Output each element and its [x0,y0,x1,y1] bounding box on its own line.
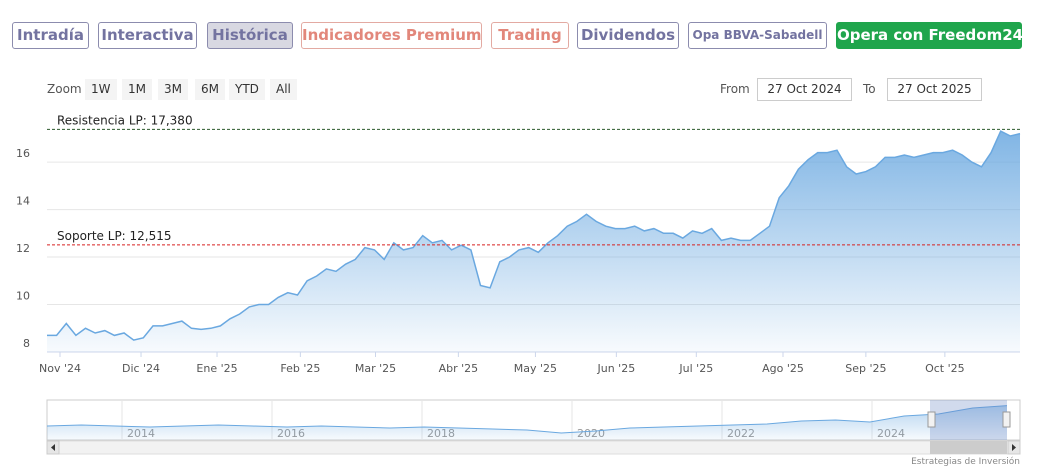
x-tick-label: Dic '24 [122,362,160,375]
credits: Estrategias de Inversión [911,456,1020,467]
x-tick-label: Jun '25 [596,362,635,375]
navigator-handle[interactable] [927,411,936,428]
x-tick-label: Nov '24 [39,362,81,375]
from-label: From [720,82,750,96]
tab[interactable]: Dividendos [577,22,679,49]
tab-selected[interactable]: Histórica [207,22,293,49]
from-input[interactable]: 27 Oct 2024 [757,78,852,101]
area-fill [47,131,1020,352]
x-tick-label: Abr '25 [439,362,479,375]
navigator-line [46,405,1008,434]
x-tick-label: Sep '25 [845,362,886,375]
zoom-button[interactable]: 1W [85,79,117,100]
y-tick-label: 8 [23,337,30,350]
zoom-button[interactable]: All [270,79,297,100]
tab-promo[interactable]: Opera con Freedom24 [836,22,1023,49]
arrow-icon [51,444,55,451]
zoom-label: Zoom [47,82,82,96]
y-tick-label: 12 [16,242,30,255]
price-line [47,130,1021,341]
zoom-button[interactable]: 1M [122,79,152,100]
x-tick-label: May '25 [514,362,557,375]
y-tick-label: 10 [16,290,30,303]
x-tick-label: Mar '25 [355,362,396,375]
x-tick-label: Oct '25 [925,362,965,375]
tab[interactable]: Opa BBVA-Sabadell [688,22,827,49]
tab[interactable]: Intradía [12,22,89,49]
scrollbar-track[interactable] [46,440,1021,455]
scrollbar-thumb[interactable] [930,441,1007,454]
zoom-button[interactable]: 6M [195,79,225,100]
zoom-button[interactable]: YTD [229,79,265,100]
navigator-window[interactable] [930,400,1007,440]
navigator-area [47,405,1007,440]
y-tick-label: 16 [16,147,30,160]
x-tick-label: Jul '25 [678,362,713,375]
x-tick-label: Ago '25 [762,362,804,375]
to-input[interactable]: 27 Oct 2025 [887,78,982,101]
y-tick-label: 14 [16,195,30,208]
arrow-icon [1012,444,1016,451]
x-tick-label: Feb '25 [280,362,320,375]
zoom-button[interactable]: 3M [158,79,188,100]
tab[interactable]: Indicadores Premium [301,22,482,49]
to-label: To [863,82,876,96]
tab[interactable]: Trading [491,22,569,49]
tab[interactable]: Interactiva [98,22,197,49]
navigator-handle[interactable] [1002,411,1011,428]
level-label: Soporte LP: 12,515 [57,229,172,243]
level-label: Resistencia LP: 17,380 [57,113,193,127]
x-tick-label: Ene '25 [196,362,237,375]
